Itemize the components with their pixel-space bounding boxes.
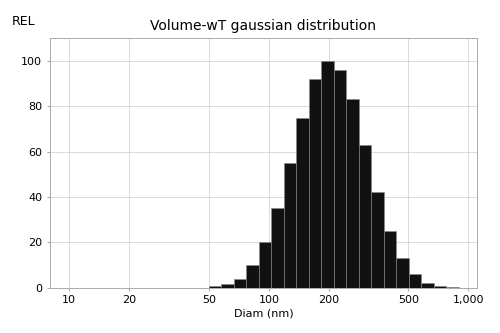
- Bar: [272, 208, 284, 288]
- Bar: [309, 79, 322, 288]
- Bar: [284, 163, 296, 288]
- Bar: [408, 274, 421, 288]
- Bar: [384, 231, 396, 288]
- X-axis label: Diam (nm): Diam (nm): [234, 308, 293, 318]
- Text: REL: REL: [12, 15, 35, 28]
- Bar: [346, 100, 358, 288]
- Bar: [358, 145, 371, 288]
- Bar: [209, 286, 222, 288]
- Bar: [334, 70, 346, 288]
- Bar: [259, 242, 272, 288]
- Bar: [421, 283, 434, 288]
- Bar: [222, 284, 234, 288]
- Title: Volume-wT gaussian distribution: Volume-wT gaussian distribution: [150, 19, 376, 33]
- Bar: [371, 192, 384, 288]
- Bar: [434, 286, 446, 288]
- Bar: [234, 278, 246, 288]
- Bar: [246, 265, 259, 288]
- Bar: [396, 258, 408, 288]
- Bar: [296, 118, 309, 288]
- Bar: [446, 287, 458, 288]
- Bar: [322, 61, 334, 288]
